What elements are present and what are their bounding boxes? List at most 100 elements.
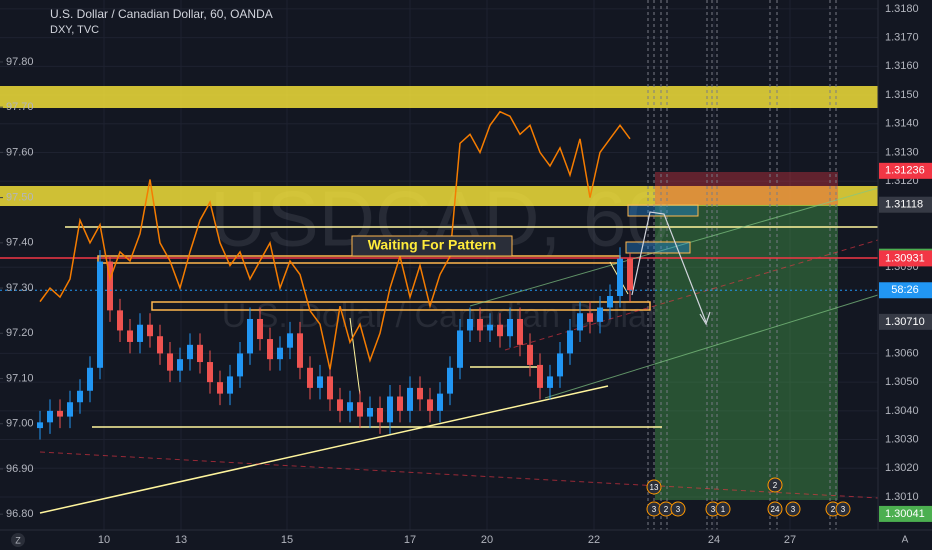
candle-body [617,258,623,297]
chart-subtitle: DXY, TVC [50,24,99,36]
candle-body [287,333,293,348]
event-count[interactable]: 2 [831,505,836,514]
drawings [0,0,879,530]
event-count[interactable]: 2 [773,481,778,490]
price-label-badge [879,250,932,267]
candle-body [67,402,73,417]
price-label: 1.31118 [885,199,923,211]
y2-tick-label: 1.3160 [885,60,919,72]
price-label: 1.30710 [885,316,925,328]
y2-tick-label: 1.3140 [885,118,919,130]
target-box [655,205,838,500]
candle-body [257,318,263,340]
candle-body [297,333,303,368]
y-tick-label: 97.80 [6,56,34,68]
price-label-badge [879,313,932,330]
y-tick-label: 97.20 [6,327,34,339]
y2-tick-label: 1.3040 [885,405,919,417]
x-tick-label: 24 [708,534,720,546]
event-count[interactable]: 3 [652,505,657,514]
price-label-badge [879,162,932,179]
y-tick-label: 97.00 [6,418,34,430]
pattern-box [627,204,699,217]
candle-body [347,402,353,411]
candle-body [157,336,163,354]
candle-body [247,318,253,354]
candle-body [197,344,203,363]
candle-body [147,324,153,337]
zone [0,186,878,206]
candle-body [227,376,233,394]
pattern-leg [349,317,361,396]
event-badge [785,501,801,517]
y2-tick-label: 1.3180 [885,3,919,15]
candle-body [527,344,533,365]
annotation-box [351,235,513,257]
y-tick-label: 97.10 [6,372,34,384]
y2-tick-label: 1.3150 [885,89,919,101]
price-label: 1.31236 [885,165,925,177]
time-axis [0,530,932,550]
event-count[interactable]: 3 [711,505,716,514]
candle-body [407,387,413,411]
candle-body [387,396,393,423]
candle-body [537,364,543,388]
candle-body [87,367,93,391]
trend-line [39,385,609,514]
event-count[interactable]: 2 [664,505,669,514]
event-badge [715,501,731,517]
dashed-line [39,451,879,499]
pattern-box [625,241,691,254]
event-count[interactable]: 1 [721,505,726,514]
stop-box [655,172,838,205]
candle-body [507,318,513,337]
corner-label[interactable]: Z [15,535,21,545]
y2-tick-label: 1.3130 [885,146,919,158]
candle-body [107,261,113,311]
event-count[interactable]: 3 [841,505,846,514]
event-badge [670,501,686,517]
candle-body [457,330,463,368]
candle-body [327,376,333,400]
candle-body [367,407,373,417]
arrow-head [699,311,711,326]
corner-label[interactable]: A [902,535,909,546]
event-count[interactable]: 3 [676,505,681,514]
candle-body [557,353,563,377]
candle-body [37,422,43,429]
price-label: 1.30041 [885,508,925,520]
chart-title: U.S. Dollar / Canadian Dollar, 60, OANDA [50,7,273,21]
candle-body [587,313,593,322]
overlay-line [39,110,631,370]
y2-tick-label: 1.3060 [885,347,919,359]
channel-line [469,187,879,307]
candle-body [377,407,383,423]
y2-tick-label: 1.3030 [885,433,919,445]
corner-button[interactable] [11,533,25,547]
x-tick-label: 22 [588,534,600,546]
event-count[interactable]: 3 [791,505,796,514]
price-label-badge [879,196,932,213]
candle-body [497,324,503,337]
candle-body [57,410,63,417]
candle-body [97,261,103,368]
event-count[interactable]: 24 [771,505,780,514]
event-badge [835,501,851,517]
candle-body [177,359,183,371]
x-tick-label: 27 [784,534,796,546]
candle-body [517,318,523,345]
y2-tick-label: 1.3010 [885,491,919,503]
candle-body [427,399,433,411]
event-count[interactable]: 13 [650,483,659,492]
candle-body [337,399,343,411]
candle-body [437,393,443,411]
candle-body [467,318,473,331]
candle-body [127,330,133,342]
x-tick-label: 20 [481,534,493,546]
candle-body [547,376,553,388]
annotation: Waiting For Pattern [368,237,497,253]
countdown-badge [879,282,932,299]
candle-body [577,313,583,331]
watermark-subtitle: U.S. Dollar / Canadian Dollar [222,297,659,335]
